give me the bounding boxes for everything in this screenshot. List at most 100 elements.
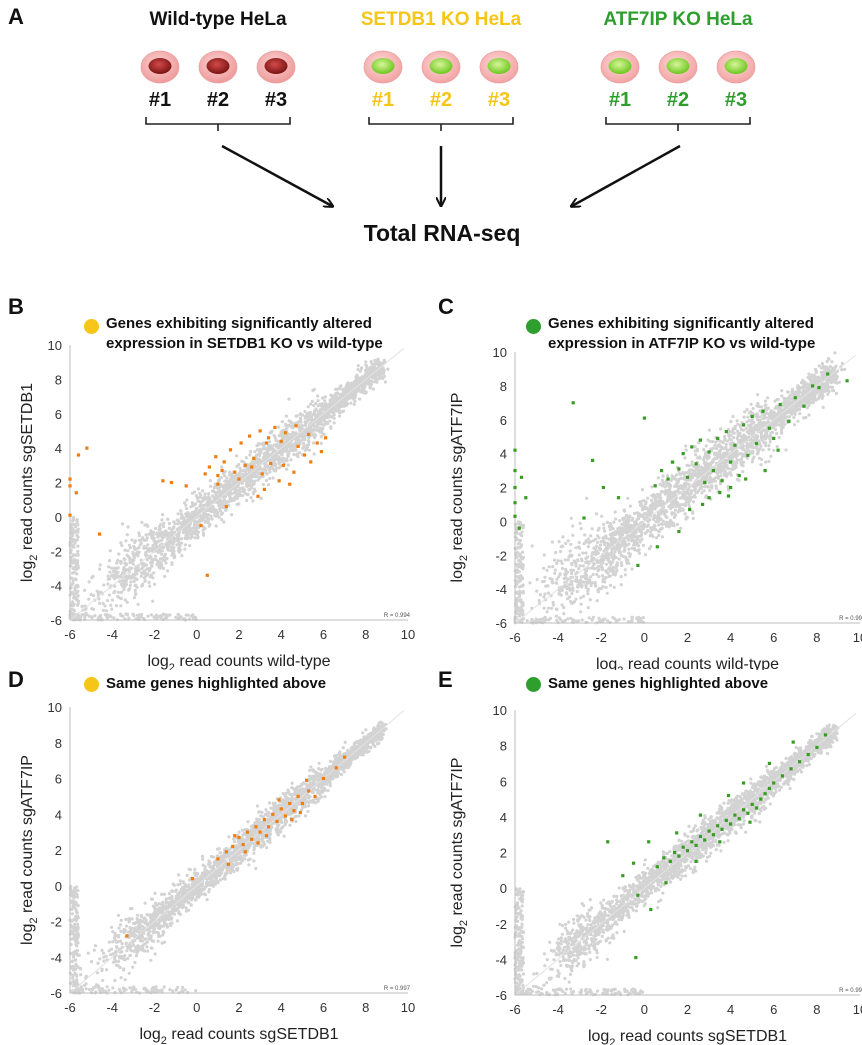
background-point [569, 543, 572, 546]
background-point [237, 502, 240, 505]
background-point [786, 390, 789, 393]
background-point [155, 540, 158, 543]
background-point [264, 466, 267, 469]
background-point [776, 423, 779, 426]
background-point [126, 533, 129, 536]
background-point [249, 462, 252, 465]
background-point [517, 599, 520, 602]
background-point [134, 539, 137, 542]
background-point [164, 613, 167, 616]
background-point [310, 418, 313, 421]
background-point [180, 542, 183, 545]
background-point [644, 503, 647, 506]
background-point [679, 527, 682, 530]
background-point [161, 513, 164, 516]
background-point [122, 588, 125, 591]
background-point [645, 531, 648, 534]
background-point [365, 374, 368, 377]
background-point [571, 618, 574, 621]
background-point [122, 572, 125, 575]
background-point [798, 412, 801, 415]
background-point [222, 488, 225, 491]
background-point [374, 380, 377, 383]
x-tick-label: 10 [401, 627, 415, 642]
background-point [614, 518, 617, 521]
highlight-point [309, 460, 312, 463]
background-point [243, 488, 246, 491]
background-point [334, 393, 337, 396]
background-point [163, 536, 166, 539]
background-point [149, 567, 152, 570]
background-point [620, 575, 623, 578]
background-point [223, 474, 226, 477]
background-point [160, 539, 163, 542]
background-point [745, 427, 748, 430]
background-point [129, 580, 132, 583]
background-point [536, 578, 539, 581]
y-tick-label: 4 [55, 441, 62, 456]
background-point [177, 543, 180, 546]
background-point [772, 449, 775, 452]
background-point [225, 477, 228, 480]
background-point [624, 543, 627, 546]
background-point [554, 551, 557, 554]
highlight-point [98, 533, 101, 536]
background-point [128, 544, 131, 547]
background-point [127, 555, 130, 558]
background-point [573, 600, 576, 603]
background-point [320, 428, 323, 431]
highlight-point [263, 488, 266, 491]
highlight-point [261, 472, 264, 475]
background-point [220, 465, 223, 468]
background-point [548, 565, 551, 568]
background-point [180, 537, 183, 540]
background-point [299, 439, 302, 442]
background-point [308, 427, 311, 430]
background-point [198, 500, 201, 503]
background-point [743, 416, 746, 419]
background-point [71, 527, 74, 530]
background-point [154, 527, 157, 530]
background-point [331, 399, 334, 402]
background-point [788, 401, 791, 404]
background-point [623, 508, 626, 511]
background-point [802, 383, 805, 386]
background-point [72, 608, 75, 611]
background-point [719, 455, 722, 458]
r-value-label: R = 0.994 [384, 613, 411, 619]
background-point [662, 501, 665, 504]
background-point [788, 415, 791, 418]
background-point [261, 475, 264, 478]
background-point [213, 514, 216, 517]
background-point [808, 377, 811, 380]
background-point [123, 549, 126, 552]
background-point [187, 528, 190, 531]
highlight-point [170, 481, 173, 484]
highlight-point [77, 453, 80, 456]
background-point [665, 510, 668, 513]
background-point [114, 567, 117, 570]
highlight-point [280, 440, 283, 443]
background-point [281, 433, 284, 436]
total-rnaseq-label: Total RNA-seq [330, 220, 554, 247]
highlight-point [282, 464, 285, 467]
background-point [74, 618, 77, 621]
background-point [117, 596, 120, 599]
background-point [517, 559, 520, 562]
background-point [814, 368, 817, 371]
background-point [228, 494, 231, 497]
background-point [288, 433, 291, 436]
background-point [248, 488, 251, 491]
highlight-point [248, 435, 251, 438]
background-point [285, 415, 288, 418]
background-point [829, 365, 832, 368]
background-point [166, 518, 169, 521]
background-point [780, 431, 783, 434]
background-point [205, 515, 208, 518]
background-point [109, 549, 112, 552]
background-point [149, 561, 152, 564]
background-point [267, 466, 270, 469]
background-point [285, 468, 288, 471]
background-point [193, 490, 196, 493]
